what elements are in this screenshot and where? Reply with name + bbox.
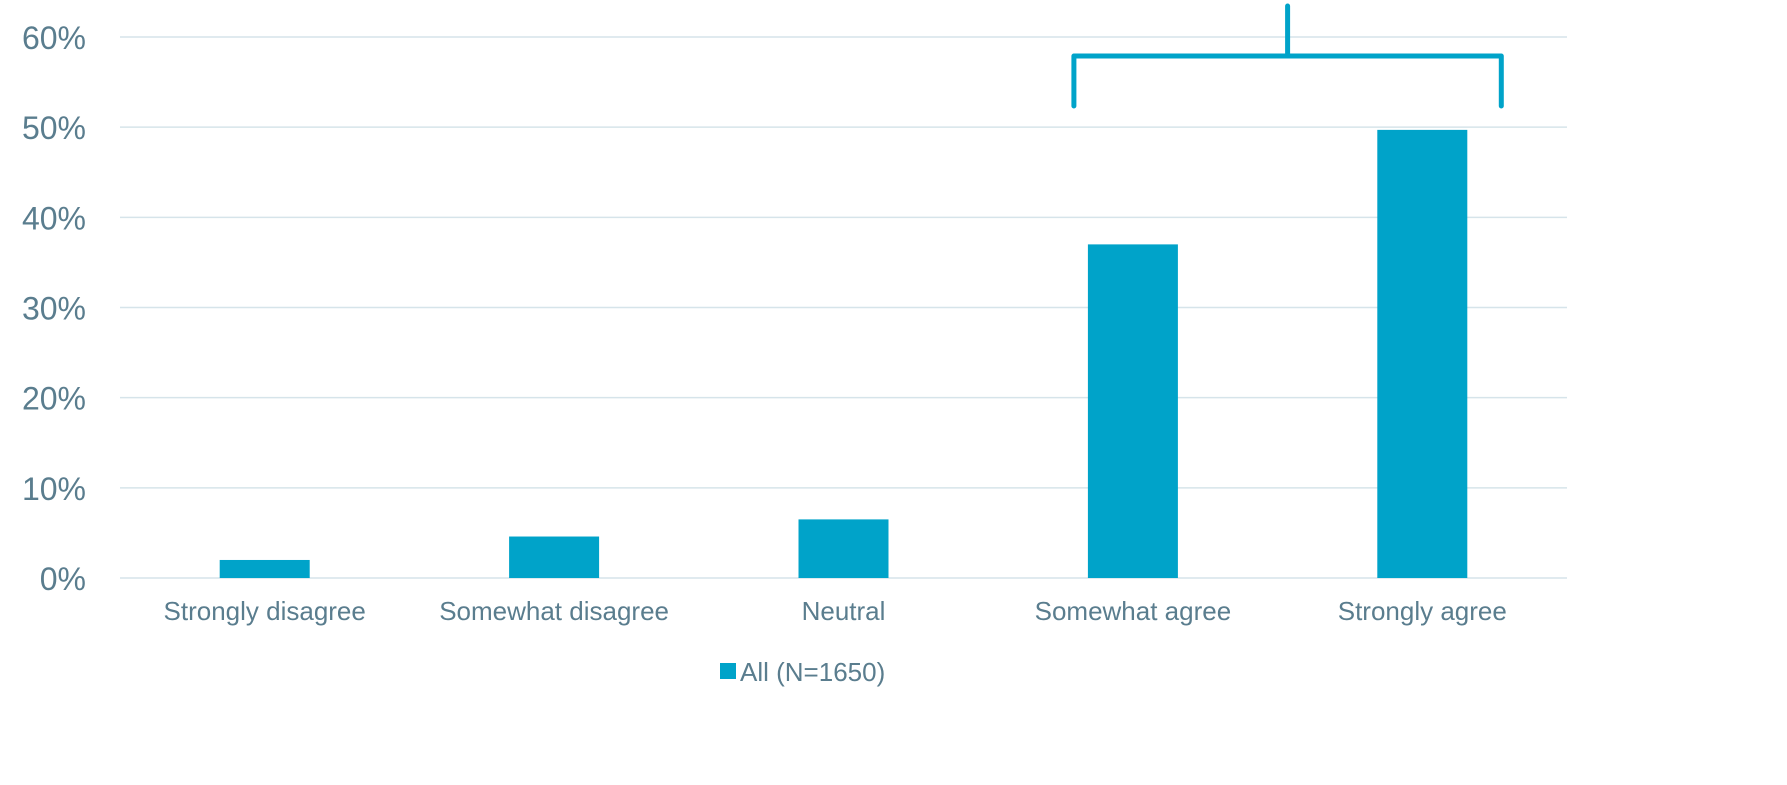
gridlines	[120, 36, 1567, 579]
bar	[509, 536, 600, 578]
bars	[219, 129, 1468, 578]
legend: All (N=1650)	[720, 657, 885, 687]
y-tick-label: 30%	[22, 291, 86, 327]
agree-bracket	[1071, 3, 1504, 109]
x-tick-label: Strongly disagree	[164, 596, 366, 626]
x-axis-ticks: Strongly disagree Somewhat disagree Neutra…	[164, 596, 1507, 626]
y-tick-label: 50%	[22, 110, 86, 146]
y-tick-label: 60%	[22, 20, 86, 56]
bar	[1087, 244, 1178, 578]
bar	[1377, 129, 1468, 578]
bar	[798, 519, 889, 578]
bar	[219, 559, 310, 578]
bracket-line	[1071, 3, 1504, 109]
legend-label: All (N=1650)	[740, 657, 885, 687]
y-tick-label: 40%	[22, 200, 86, 236]
x-tick-label: Neutral	[802, 596, 886, 626]
x-tick-label: Somewhat agree	[1035, 596, 1232, 626]
y-tick-label: 20%	[22, 381, 86, 417]
x-tick-label: Strongly agree	[1338, 596, 1507, 626]
y-tick-label: 10%	[22, 471, 86, 507]
y-axis-ticks: 0% 10% 20% 30% 40% 50% 60%	[22, 20, 86, 597]
legend-swatch	[720, 663, 736, 679]
y-tick-label: 0%	[40, 561, 86, 597]
x-tick-label: Somewhat disagree	[439, 596, 669, 626]
